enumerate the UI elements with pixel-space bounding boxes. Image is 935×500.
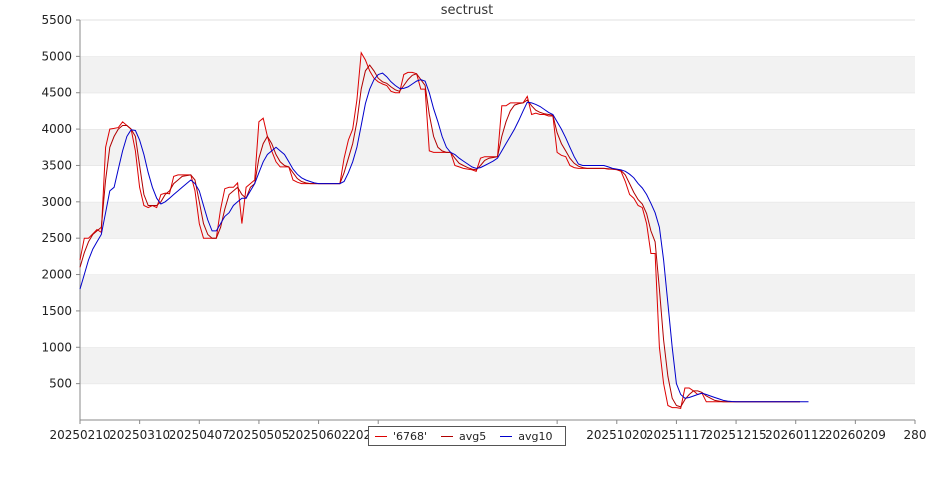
series-line-avg5 — [79, 64, 800, 408]
grid-band — [80, 201, 915, 239]
series-line-avg10 — [79, 72, 809, 403]
grid-bands — [80, 19, 915, 420]
y-tick-label: 1500 — [41, 304, 72, 318]
y-axis: 500 1000 1500 2000 2500 3000 3500 4000 4500 5000 5… — [41, 13, 80, 391]
x-tick-label: 20250602 — [288, 428, 349, 442]
x-tick-label: 20250310 — [109, 428, 170, 442]
series-line-6768 — [79, 51, 800, 409]
grid-band — [80, 56, 915, 93]
y-tick-label: 500 — [49, 377, 72, 391]
x-axis: 2025021020250310202504072025050520250602… — [49, 420, 926, 442]
grid-band — [80, 92, 915, 130]
legend-item-avg5: avg5 — [441, 430, 486, 443]
y-tick-label: 3000 — [41, 195, 72, 209]
grid-band — [80, 20, 915, 57]
y-tick-label: 2500 — [41, 231, 72, 245]
x-tick-label: 20250505 — [228, 428, 289, 442]
x-tick-label: 20260209 — [825, 428, 886, 442]
legend-label-6768: '6768' — [393, 429, 428, 443]
y-tick-label: 4000 — [41, 122, 72, 136]
plot-frame — [79, 20, 915, 421]
legend-item-avg10: avg10 — [500, 429, 553, 443]
y-tick-label: 2000 — [41, 268, 72, 282]
y-tick-label: 5000 — [41, 49, 72, 63]
grid-band — [80, 310, 915, 348]
legend-swatch-avg5 — [441, 435, 454, 437]
grid-band — [80, 347, 915, 384]
grid-band — [80, 274, 915, 311]
x-tick-label: 20251215 — [706, 428, 767, 442]
x-tick-label: 20250407 — [169, 428, 230, 442]
x-tick-label: 20250210 — [49, 428, 110, 442]
series-layer — [79, 51, 809, 409]
legend-swatch-6768 — [375, 435, 387, 437]
y-tick-label: 4500 — [41, 86, 72, 100]
legend-item-6768: '6768' — [375, 430, 427, 443]
chart-title: sectrust — [441, 3, 493, 18]
legend-swatch-avg10 — [500, 435, 513, 437]
x-tick-label: 20251020 — [586, 428, 647, 442]
grid-band — [80, 129, 915, 166]
legend: '6768' avg5 avg10 — [368, 426, 566, 446]
y-tick-label: 1000 — [41, 340, 72, 354]
y-tick-label: 3500 — [41, 158, 72, 172]
legend-label-avg5: avg5 — [459, 429, 487, 443]
x-tick-label: 20260112 — [765, 428, 826, 442]
x-tick-label: 280 — [904, 428, 927, 442]
x-tick-label: 20251117 — [646, 428, 707, 442]
grid-band — [80, 165, 915, 202]
y-tick-label: 5500 — [41, 13, 72, 27]
legend-label-avg10: avg10 — [518, 429, 553, 443]
grid-band — [80, 238, 915, 275]
